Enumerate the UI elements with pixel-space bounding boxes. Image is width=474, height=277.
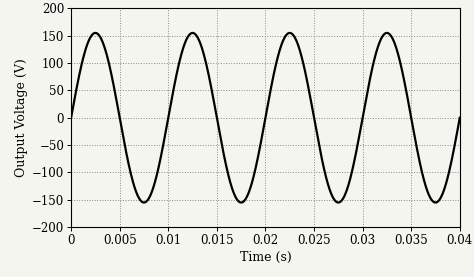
X-axis label: Time (s): Time (s) xyxy=(239,251,292,264)
Y-axis label: Output Voltage (V): Output Voltage (V) xyxy=(15,58,28,177)
